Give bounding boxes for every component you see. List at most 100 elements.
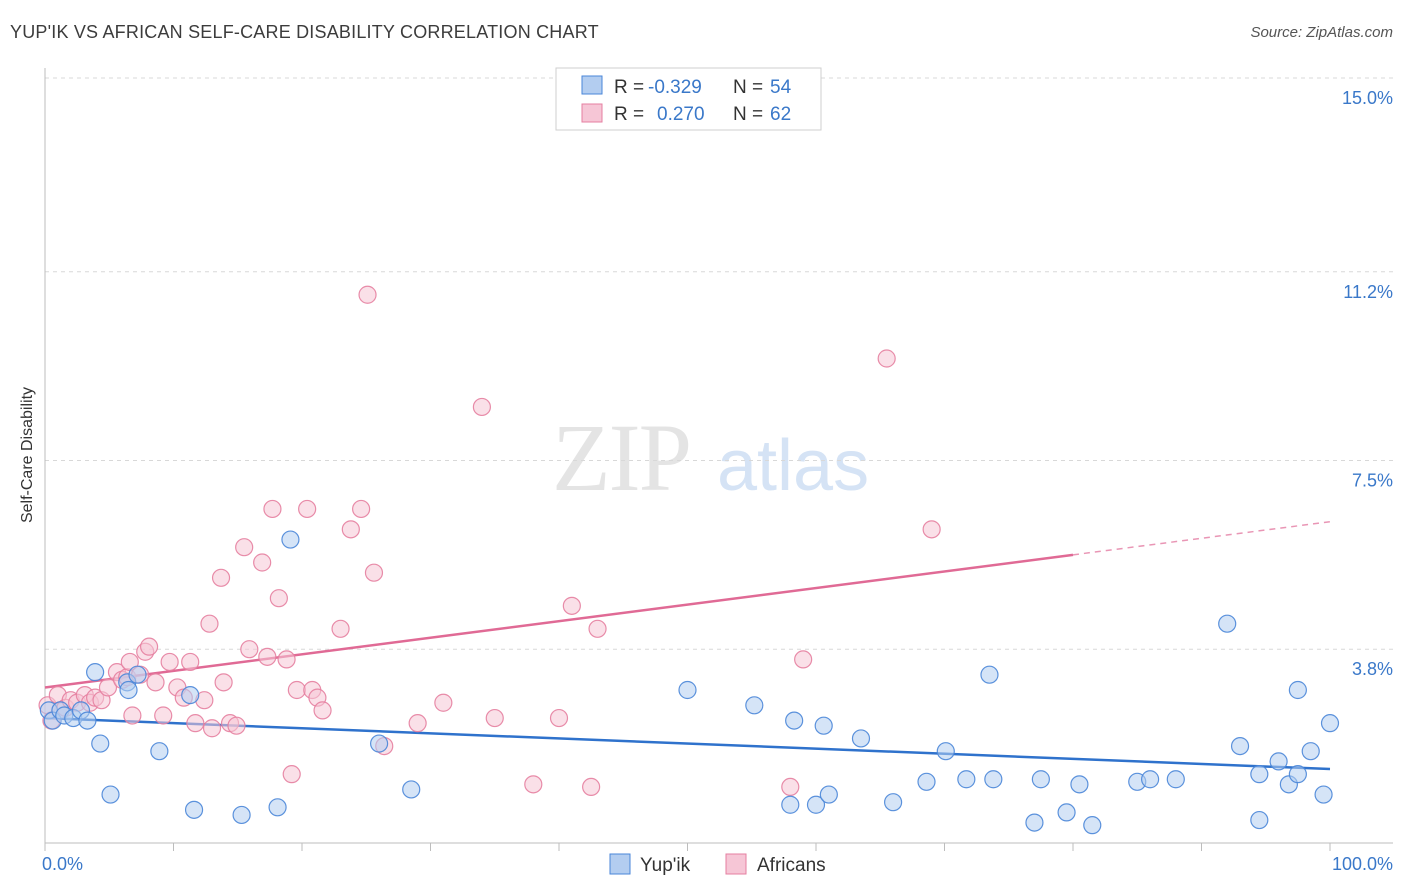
yupik-point xyxy=(984,770,1003,789)
yupik-point xyxy=(268,798,287,817)
yupik-point xyxy=(128,665,147,684)
yupik-point xyxy=(936,742,955,761)
africans-point xyxy=(227,716,246,735)
africans-point xyxy=(258,647,277,666)
yupik-point xyxy=(957,770,976,789)
africans-point xyxy=(298,499,317,519)
legend-r-label-africans: R = xyxy=(614,104,644,125)
yupik-point xyxy=(1250,810,1269,830)
y-tick-label: 15.0% xyxy=(1342,88,1393,108)
yupik-point xyxy=(806,795,826,814)
yupik-point xyxy=(1166,770,1185,789)
africans-point xyxy=(582,777,601,797)
yupik-point xyxy=(91,734,110,753)
x-tick-label-max: 100.0% xyxy=(1332,854,1393,874)
yupik-point xyxy=(1314,785,1333,804)
yupik-point xyxy=(883,793,903,812)
africans-point xyxy=(781,777,800,797)
source-label: Source: ZipAtlas.com xyxy=(1250,24,1393,41)
africans-point xyxy=(877,349,896,368)
africans-point xyxy=(202,719,222,738)
africans-point xyxy=(472,397,491,417)
yupik-point xyxy=(1269,752,1288,771)
africans-point xyxy=(123,706,142,725)
series-legend: Yup'ik Africans xyxy=(609,853,826,876)
africans-point xyxy=(277,650,296,669)
yupik-point xyxy=(232,805,251,825)
yupik-point xyxy=(1288,680,1307,700)
yupik-point xyxy=(1025,813,1044,832)
yupik-point xyxy=(745,696,764,715)
africans-point xyxy=(240,640,259,659)
africans-point xyxy=(358,285,377,304)
y-tick-label: 11.2% xyxy=(1343,282,1393,302)
yupik-point xyxy=(917,772,936,791)
yupik-point xyxy=(678,680,697,700)
yupik-point xyxy=(402,780,421,799)
legend-n-value-africans: 62 xyxy=(770,104,791,125)
yupik-point xyxy=(1140,770,1160,789)
yupik-point xyxy=(78,711,97,730)
yupik-point xyxy=(785,711,804,730)
yupik-point xyxy=(150,742,169,761)
yupik-point xyxy=(1230,736,1250,756)
yupik-point xyxy=(370,734,389,753)
africans-point xyxy=(154,706,173,725)
africans-trend-extension xyxy=(1072,520,1331,556)
africans-point xyxy=(282,765,301,784)
africans-point xyxy=(139,637,159,656)
bottom-legend-label-yupik: Yup'ik xyxy=(640,855,691,876)
africans-point xyxy=(352,499,371,519)
yupik-point xyxy=(1218,614,1237,633)
africans-point xyxy=(434,693,453,712)
yupik-point xyxy=(819,785,838,804)
legend-swatch-yupik xyxy=(581,75,603,95)
africans-point xyxy=(146,673,165,692)
yupik-point xyxy=(101,785,120,804)
africans-point xyxy=(186,714,205,733)
legend-n-label-yupik: N = xyxy=(733,77,763,98)
legend-r-value-africans: 0.270 xyxy=(657,104,705,125)
yupik-point xyxy=(1250,765,1269,784)
africans-trend-line xyxy=(44,553,1074,689)
legend-n-value-yupik: 54 xyxy=(770,77,792,98)
x-tick-label-min: 0.0% xyxy=(42,854,83,874)
africans-point xyxy=(549,708,569,728)
y-tick-label: 3.8% xyxy=(1352,659,1393,679)
legend-r-value-yupik: -0.329 xyxy=(648,77,702,98)
africans-point xyxy=(160,652,179,672)
yupik-point xyxy=(181,685,200,705)
yupik-point xyxy=(781,795,800,814)
bottom-legend-label-africans: Africans xyxy=(757,855,826,876)
africans-point xyxy=(562,596,581,615)
africans-point xyxy=(331,619,350,638)
yupik-point xyxy=(184,800,204,819)
africans-point xyxy=(408,714,427,733)
bottom-legend-swatch-yupik xyxy=(609,853,631,875)
yupik-point xyxy=(1288,765,1307,784)
y-tick-label: 7.5% xyxy=(1352,471,1393,491)
yupik-trend-line xyxy=(44,716,1331,771)
africans-point xyxy=(485,708,504,728)
chart-title: YUP'IK VS AFRICAN SELF-CARE DISABILITY C… xyxy=(10,22,599,42)
africans-point xyxy=(211,568,231,587)
watermark-zip: ZIP xyxy=(552,404,690,511)
africans-point xyxy=(922,520,941,539)
yupik-point xyxy=(119,680,138,700)
yupik-point xyxy=(86,663,105,682)
yupik-point xyxy=(1031,770,1050,789)
yupik-point xyxy=(281,530,300,549)
africans-point xyxy=(253,553,272,572)
yupik-point xyxy=(851,729,871,748)
africans-point xyxy=(181,652,200,672)
bottom-legend-swatch-africans xyxy=(725,853,747,875)
legend-r-label-yupik: R = xyxy=(614,77,644,98)
africans-point xyxy=(98,678,118,697)
watermark-atlas: atlas xyxy=(717,426,869,506)
africans-point xyxy=(214,673,233,692)
africans-point xyxy=(794,650,813,669)
yupik-point xyxy=(814,716,833,735)
stats-legend: R = -0.329 N = 54 R = 0.270 N = 62 xyxy=(555,67,822,131)
yupik-point xyxy=(1320,714,1340,733)
